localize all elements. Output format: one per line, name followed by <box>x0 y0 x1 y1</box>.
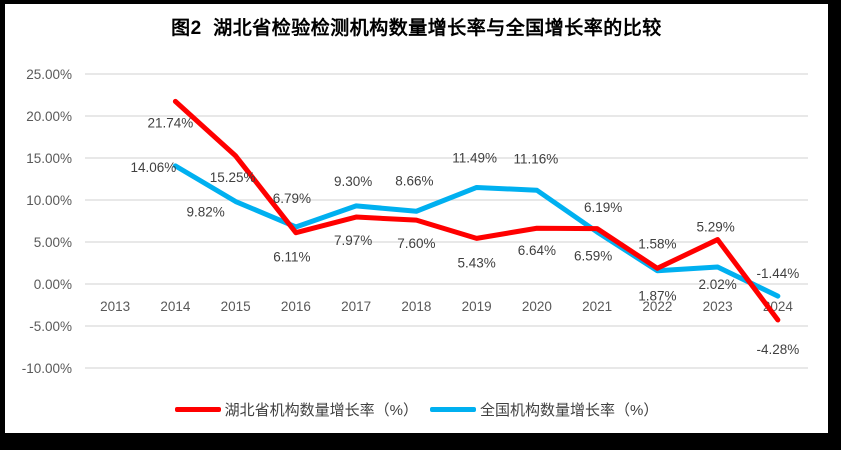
x-axis-tick-label: 2013 <box>100 299 130 314</box>
data-label: 7.97% <box>334 233 372 248</box>
data-label: 9.30% <box>334 174 372 189</box>
x-axis-tick-label: 2016 <box>281 299 311 314</box>
x-axis-tick-label: 2019 <box>462 299 492 314</box>
data-label: 15.25% <box>210 170 256 185</box>
y-axis-tick-label: 0.00% <box>34 277 72 292</box>
data-label: 14.06% <box>130 160 176 175</box>
data-label: 11.49% <box>452 150 497 165</box>
data-label: -4.28% <box>756 342 799 357</box>
chart-legend: 湖北省机构数量增长率（%） 全国机构数量增长率（%） <box>5 399 828 420</box>
line-chart-plot: 25.00% 20.00% 15.00% 10.00% 5.00% 0.00% -5.00%… <box>22 67 808 376</box>
data-label: 21.74% <box>147 115 193 130</box>
y-axis-tick-label: -10.00% <box>22 361 72 376</box>
national-series-label: 全国机构数量增长率（%） <box>480 402 659 419</box>
chart-frame: 图2 湖北省检验检测机构数量增长率与全国增长率的比较 25.00% 20.00% 1… <box>5 4 828 433</box>
y-axis-tick-label: 25.00% <box>26 67 72 82</box>
x-axis-tick-label: 2021 <box>582 299 612 314</box>
series-line-0 <box>172 98 781 323</box>
y-axis-tick-label: 10.00% <box>26 193 72 208</box>
data-label: 6.64% <box>518 243 556 258</box>
x-axis-tick-label: 2020 <box>522 299 552 314</box>
chart-title: 图2 湖北省检验检测机构数量增长率与全国增长率的比较 <box>171 18 662 39</box>
data-label: 6.11% <box>273 250 310 265</box>
data-label: 6.59% <box>574 249 612 264</box>
x-axis-tick-label: 2018 <box>401 299 431 314</box>
data-label: 5.29% <box>696 220 734 235</box>
data-label: 11.16% <box>513 151 558 166</box>
y-axis-tick-label: 5.00% <box>34 235 72 250</box>
national-series-swatch <box>430 407 476 412</box>
y-axis-tick-label: 15.00% <box>26 151 72 166</box>
x-axis-tick-label: 2022 <box>642 299 672 314</box>
data-label: 1.87% <box>638 288 676 303</box>
data-label: 2.02% <box>698 277 736 292</box>
data-label: -1.44% <box>756 266 799 281</box>
hubei-series-label: 湖北省机构数量增长率（%） <box>224 402 418 419</box>
hubei-series-swatch <box>174 407 221 412</box>
data-label: 7.60% <box>397 236 435 251</box>
x-axis-tick-label: 2023 <box>703 299 733 314</box>
x-axis-tick-label: 2017 <box>341 299 371 314</box>
series-line-1 <box>172 163 781 299</box>
data-label: 8.66% <box>395 173 433 188</box>
x-axis-tick-label: 2015 <box>221 299 251 314</box>
legend-item-national: 全国机构数量增长率（%） <box>430 399 658 420</box>
data-label: 5.43% <box>457 255 495 270</box>
y-axis-tick-label: 20.00% <box>26 109 72 124</box>
data-label: 9.82% <box>186 205 224 220</box>
data-label: 1.58% <box>638 237 676 252</box>
data-label: 6.19% <box>584 200 622 215</box>
x-axis-tick-label: 2014 <box>160 299 191 314</box>
legend-item-hubei: 湖北省机构数量增长率（%） <box>174 399 418 420</box>
y-axis-tick-label: -5.00% <box>29 319 72 334</box>
data-label: 6.79% <box>273 191 311 206</box>
